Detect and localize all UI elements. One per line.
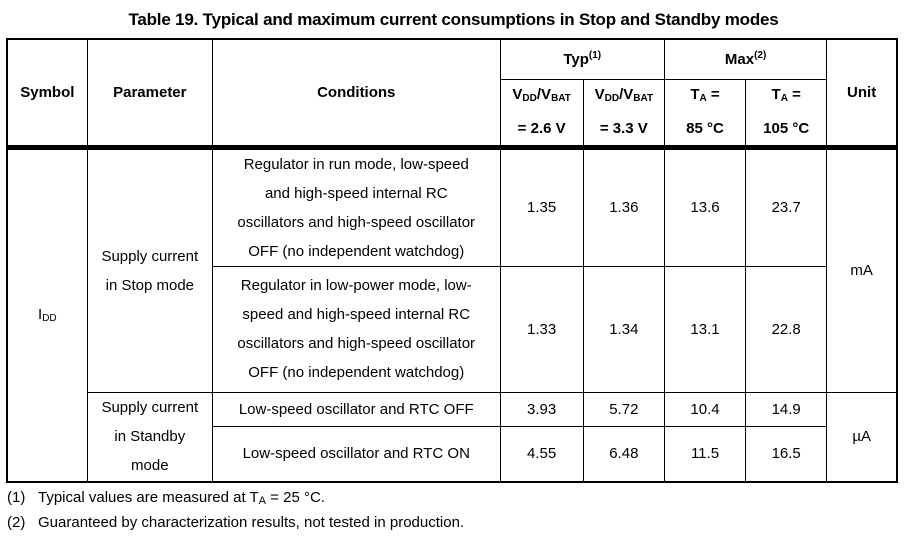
max-85c-value: 11.5: [663, 425, 747, 483]
footnote-text: = 25 °C.: [266, 489, 325, 506]
ta-main: T: [771, 86, 781, 103]
datasheet-page: Table 19. Typical and maximum current co…: [6, 10, 898, 531]
symbol-main: I: [38, 306, 43, 324]
max-footnote-ref: (2): [754, 50, 767, 62]
max-85c-value: 13.1: [663, 265, 747, 393]
vdd-main: V: [512, 86, 523, 103]
footnote-text: Typical values are measured at T: [38, 489, 259, 506]
header-ta-85: TA = 85 °C: [663, 78, 747, 150]
max-label: Max: [724, 51, 755, 69]
ta-main: T: [690, 86, 700, 103]
condition-cell: Low-speed oscillator and RTC OFF: [211, 391, 501, 427]
temperature-value: 85 °C: [686, 120, 724, 137]
condition-cell: Regulator in run mode, low-speed and hig…: [211, 146, 501, 267]
unit-ma-cell: mA: [826, 146, 898, 393]
max-85c-value: 13.6: [663, 146, 747, 267]
footnotes: (1) Typical values are measured at TA = 2…: [7, 487, 907, 537]
header-symbol: Symbol: [6, 38, 88, 150]
footnote-2: (2) Guaranteed by characterization result…: [7, 512, 907, 537]
ta-label: TA =: [746, 80, 826, 114]
header-vdd-vbat-2v6: VDD/VBAT = 2.6 V: [499, 78, 584, 150]
footnote-number: (2): [7, 514, 26, 531]
vbat-sub: BAT: [633, 93, 654, 104]
ta-equals: =: [706, 86, 720, 103]
vdd-sub: DD: [522, 93, 537, 104]
header-row-top: Symbol Parameter Conditions Typ(1) Max(2…: [6, 38, 898, 150]
footnote-number: (1): [7, 489, 26, 506]
header-unit: Unit: [826, 38, 898, 150]
unit-ua-cell: µA: [826, 391, 898, 483]
ta-equals: =: [787, 86, 801, 103]
vdd-vbat-label: VDD/VBAT: [584, 80, 664, 114]
vdd-vbat-label: VDD/VBAT: [501, 80, 583, 114]
max-105c-value: 23.7: [745, 146, 828, 267]
header-conditions: Conditions: [211, 38, 501, 150]
typ-3v3-value: 5.72: [582, 391, 665, 427]
typ-3v3-value: 1.36: [582, 146, 665, 267]
condition-cell: Regulator in low-power mode, low- speed …: [211, 265, 501, 393]
typ-2v6-value: 3.93: [499, 391, 584, 427]
ta-sub: A: [699, 93, 707, 104]
typ-2v6-value: 4.55: [499, 425, 584, 483]
typ-label: Typ: [563, 51, 589, 69]
symbol-idd-cell: IDD: [6, 146, 88, 483]
symbol-sub: DD: [42, 313, 57, 325]
typ-3v3-value: 1.34: [582, 265, 665, 393]
vdd-main: V: [594, 86, 605, 103]
typ-footnote-ref: (1): [588, 50, 602, 62]
parameter-standby-mode-cell: Supply current in Standby mode: [86, 391, 213, 483]
max-105c-value: 22.8: [745, 265, 828, 393]
header-typ: Typ(1): [499, 38, 665, 80]
typ-2v6-value: 1.35: [499, 146, 584, 267]
header-ta-105: TA = 105 °C: [745, 78, 828, 150]
temperature-value: 105 °C: [763, 120, 810, 137]
table-row: Regulator in low-power mode, low- speed …: [7, 265, 897, 393]
ta-sub: A: [780, 93, 788, 104]
table-row: IDD Supply current in Stop mode Regulato…: [6, 146, 898, 483]
vbat-main: /V: [536, 86, 552, 103]
parameter-stop-mode-cell: Supply current in Stop mode: [86, 146, 213, 393]
table-title: Table 19. Typical and maximum current co…: [128, 10, 779, 29]
max-105c-value: 14.9: [745, 391, 828, 427]
header-row-sub: VDD/VBAT = 2.6 V VDD/VBAT = 3.3 V TA = 8…: [7, 78, 897, 150]
footnote-1: (1) Typical values are measured at TA = 2…: [7, 487, 907, 512]
table-row: Low-speed oscillator and RTC ON 4.55 6.4…: [7, 425, 897, 483]
max-85c-value: 10.4: [663, 391, 747, 427]
table-row: Supply current in Standby mode Low-speed…: [7, 391, 898, 483]
max-105c-value: 16.5: [745, 425, 828, 483]
footnote-text: Guaranteed by characterization results, …: [38, 514, 465, 531]
vbat-main: /V: [619, 86, 634, 103]
footnote-subscript: A: [258, 495, 267, 507]
current-consumption-table: Symbol Parameter Conditions Typ(1) Max(2…: [6, 38, 898, 483]
header-parameter: Parameter: [86, 38, 213, 150]
typ-2v6-value: 1.33: [499, 265, 584, 393]
voltage-value: = 3.3 V: [599, 120, 648, 137]
voltage-value: = 2.6 V: [517, 120, 566, 137]
condition-cell: Low-speed oscillator and RTC ON: [211, 425, 501, 483]
ta-label: TA =: [665, 80, 745, 114]
vdd-sub: DD: [604, 93, 620, 104]
vbat-sub: BAT: [551, 93, 571, 104]
header-max: Max(2): [663, 38, 828, 80]
header-vdd-vbat-3v3: VDD/VBAT = 3.3 V: [582, 78, 665, 150]
typ-3v3-value: 6.48: [582, 425, 665, 483]
